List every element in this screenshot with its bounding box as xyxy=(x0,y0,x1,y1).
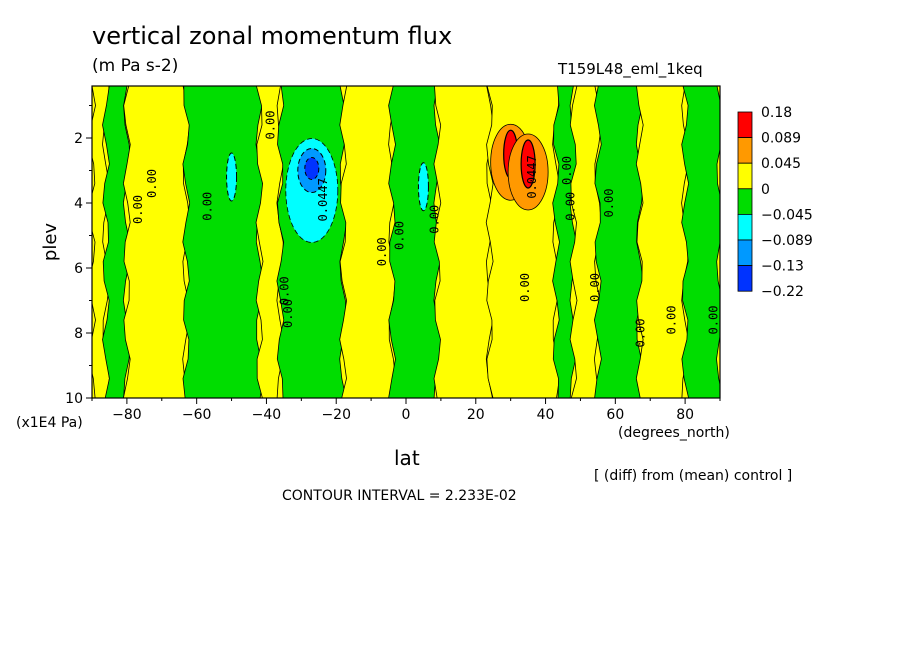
contour-label: 0.00 xyxy=(588,273,602,302)
y-tick-label: 10 xyxy=(65,391,83,407)
negative-core xyxy=(417,162,429,212)
x-tick-label: −80 xyxy=(112,407,142,423)
contour-label: 0.00 xyxy=(131,195,145,224)
x-tick-label: 60 xyxy=(606,407,624,423)
colorbar-label: 0.045 xyxy=(761,156,801,172)
diff-note: [ (diff) from (mean) control ] xyxy=(594,468,793,484)
contour-label: 0.00 xyxy=(564,192,578,221)
colorbar-swatch xyxy=(737,111,753,139)
colorbar-label: 0 xyxy=(761,182,770,198)
contour-interval-note: CONTOUR INTERVAL = 2.233E-02 xyxy=(282,488,517,504)
zonal-band-negative xyxy=(681,86,720,398)
contour-label: 0.00 xyxy=(602,189,616,218)
run-label: T159L48_eml_1keq xyxy=(558,60,703,78)
colorbar-label: −0.045 xyxy=(761,207,813,223)
chart-title: vertical zonal momentum flux xyxy=(92,22,453,50)
y-tick-label: 2 xyxy=(74,131,83,147)
contour-label: 0.00 xyxy=(263,111,277,140)
x-tick-label: 40 xyxy=(537,407,555,423)
plot-area: 0.000.000.000.000.000.000.04470.000.000.… xyxy=(92,86,721,398)
colorbar-label: 0.089 xyxy=(761,131,801,147)
y-axis-label: plev xyxy=(40,223,61,262)
contour-label: 0.00 xyxy=(145,169,159,198)
colorbar-swatch xyxy=(737,137,753,164)
positive-core-max xyxy=(520,139,536,189)
contour-label: 0.00 xyxy=(281,299,295,328)
contour-label: 0.00 xyxy=(665,306,679,335)
x-tick-label: −60 xyxy=(182,407,212,423)
colorbar-swatch xyxy=(737,188,753,215)
y-tick-label: 4 xyxy=(74,196,83,212)
zonal-band-positive xyxy=(122,86,191,398)
colorbar-swatch xyxy=(737,239,753,267)
contour-label: 0.00 xyxy=(633,319,647,348)
negative-core-max xyxy=(304,157,320,180)
zonal-band-negative xyxy=(593,86,644,398)
zonal-band-positive xyxy=(255,86,285,398)
y-axis-units: (x1E4 Pa) xyxy=(16,415,83,431)
zonal-band-positive xyxy=(433,86,494,398)
zonal-band-positive xyxy=(635,86,689,398)
x-axis-label: lat xyxy=(394,446,420,470)
contour-label: 0.00 xyxy=(375,237,389,266)
y-tick-label: 8 xyxy=(74,326,83,342)
x-tick-label: 80 xyxy=(676,407,694,423)
zonal-band-negative xyxy=(182,86,264,398)
colorbar-swatch xyxy=(737,213,753,241)
colorbar-label: 0.18 xyxy=(761,105,792,121)
colorbar-swatch xyxy=(737,162,753,190)
colorbar-swatch xyxy=(737,265,753,292)
contour-label: 0.00 xyxy=(707,306,721,335)
x-tick-label: 0 xyxy=(402,407,411,423)
x-axis-units: (degrees_north) xyxy=(618,425,730,441)
contour-label: 0.00 xyxy=(427,205,441,234)
chart-units: (m Pa s-2) xyxy=(92,56,179,76)
contour-label: 0.00 xyxy=(560,156,574,185)
contour-label: 0.0447 xyxy=(525,155,539,198)
contour-label: 0.00 xyxy=(277,276,291,305)
contour-label: 0.00 xyxy=(518,273,532,302)
x-tick-label: −40 xyxy=(252,407,282,423)
contour-label: 0.00 xyxy=(201,192,215,221)
colorbar-label: −0.22 xyxy=(761,284,804,300)
x-tick-label: −20 xyxy=(321,407,351,423)
colorbar-label: −0.089 xyxy=(761,233,813,249)
negative-core xyxy=(226,152,238,202)
colorbar-label: −0.13 xyxy=(761,259,804,275)
contour-label: 0.0447 xyxy=(316,178,330,221)
x-tick-label: 20 xyxy=(467,407,485,423)
contour-label: 0.00 xyxy=(393,221,407,250)
y-tick-label: 6 xyxy=(74,261,83,277)
